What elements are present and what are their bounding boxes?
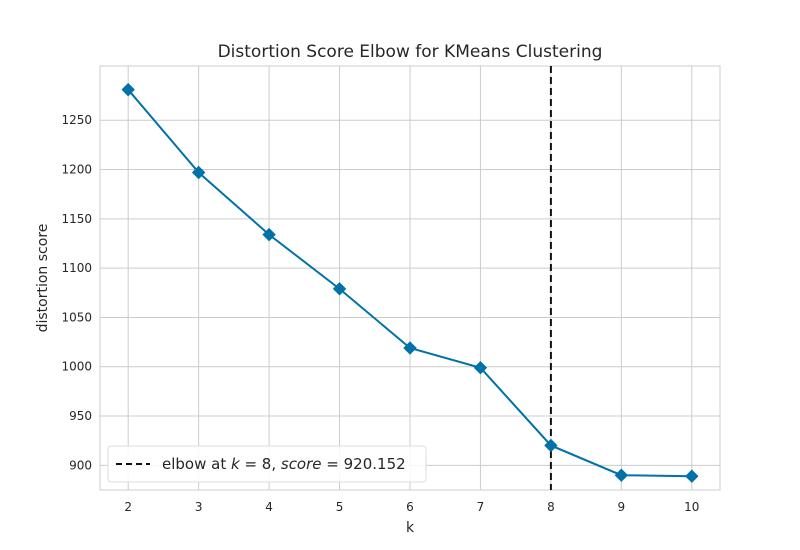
legend-separator: , [271, 455, 281, 473]
series [121, 82, 699, 483]
x-tick-label: 5 [336, 500, 344, 514]
data-point [121, 82, 135, 97]
y-tick-label: 1100 [61, 261, 92, 275]
legend-equals-2: = [322, 455, 344, 473]
legend-k-symbol: k [231, 455, 241, 473]
data-point [403, 341, 417, 355]
y-tick-label: 1000 [61, 360, 92, 374]
legend-prefix: elbow at [162, 455, 231, 473]
chart-title: Distortion Score Elbow for KMeans Cluste… [218, 42, 603, 62]
data-point [544, 438, 558, 453]
x-tick-label: 4 [265, 500, 273, 514]
data-point [685, 469, 699, 483]
legend-k-value: 8 [262, 455, 272, 473]
axis-ticks: 2 3 4 5 6 7 8 9 10 900 950 1000 1050 1100 1150 1200 1250 [61, 113, 699, 514]
x-tick-label: 8 [547, 500, 555, 514]
legend: elbow at k = 8, score = 920.152 [107, 445, 427, 483]
legend-box [107, 445, 427, 483]
y-tick-label: 1250 [61, 113, 92, 127]
grid [100, 66, 720, 490]
x-tick-label: 6 [406, 500, 414, 514]
x-tick-label: 9 [618, 500, 626, 514]
data-point [332, 282, 347, 296]
data-point [473, 361, 488, 375]
x-axis-label: k [406, 520, 415, 536]
x-tick-label: 3 [195, 500, 203, 514]
y-tick-label: 900 [69, 458, 92, 472]
legend-label: elbow at k = 8, score = 920.152 [162, 455, 406, 473]
data-point [191, 165, 206, 180]
legend-score-symbol: score [281, 455, 322, 473]
legend-equals-1: = [240, 455, 262, 473]
x-tick-label: 2 [124, 500, 132, 514]
x-tick-label: 10 [684, 500, 699, 514]
plot-frame [99, 65, 721, 491]
y-tick-label: 1200 [61, 163, 92, 177]
legend-score-value: 920.152 [344, 455, 406, 473]
y-tick-label: 1150 [61, 212, 92, 226]
data-point [614, 468, 629, 482]
y-tick-label: 1050 [61, 310, 92, 324]
data-point [262, 227, 276, 242]
x-tick-label: 7 [477, 500, 485, 514]
y-axis-label: distortion score [35, 224, 51, 333]
y-tick-label: 950 [69, 409, 92, 423]
